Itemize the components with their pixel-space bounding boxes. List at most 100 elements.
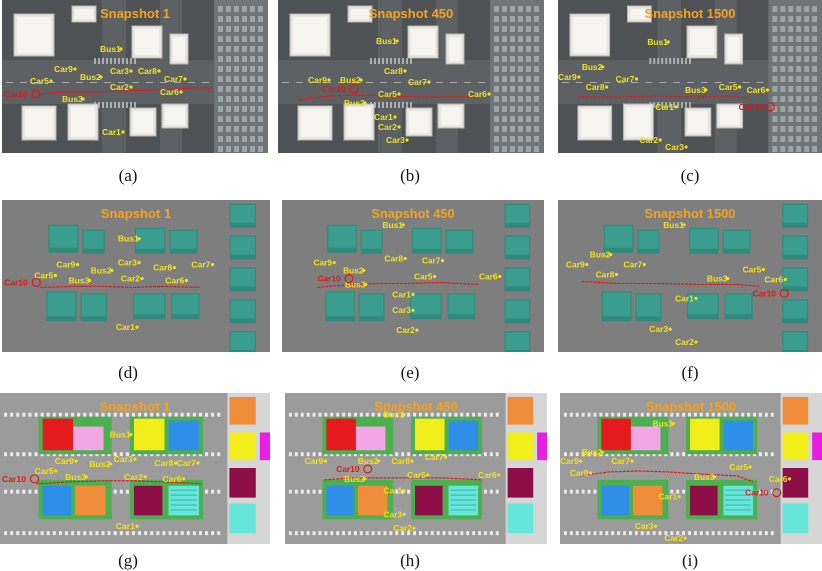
vehicle-label-car6: Car6	[160, 87, 179, 97]
ego-vehicle-label: Car10	[2, 474, 26, 484]
vehicle-marker	[53, 273, 58, 278]
vehicle-marker	[179, 90, 183, 94]
vehicle-marker	[75, 262, 80, 267]
vehicle-marker	[411, 308, 415, 312]
caption-e: (e)	[400, 363, 420, 382]
vehicle-label-car5: Car5	[407, 470, 426, 480]
vehicle-marker	[395, 39, 399, 43]
vehicle-label-car2: Car2	[675, 337, 694, 347]
panel-i: Snapshot 1500 Bus1 Bus2 Car9 Car7 Car8 Car5 Car…	[560, 393, 822, 544]
vehicle-marker	[694, 296, 698, 300]
vehicle-marker	[84, 475, 88, 479]
vehicle-marker	[143, 475, 147, 479]
vehicle-label-car8: Car8	[596, 269, 615, 279]
ego-vehicle-label: Car10	[739, 102, 763, 112]
vehicle-label-bus2: Bus2	[582, 62, 603, 72]
vehicle-marker	[173, 461, 178, 465]
vehicle-marker	[332, 260, 336, 265]
vehicle-marker	[426, 473, 430, 477]
vehicle-marker	[497, 473, 501, 477]
vehicle-label-car8: Car8	[154, 458, 173, 468]
vehicle-label-car8: Car8	[384, 66, 403, 76]
vehicle-marker	[54, 469, 58, 473]
ego-trajectory	[581, 280, 761, 288]
vehicle-label-car8: Car8	[391, 456, 410, 466]
vehicle-marker	[411, 292, 415, 296]
ego-vehicle-label: Car10	[4, 277, 28, 287]
vehicle-label-car8: Car8	[570, 468, 589, 478]
vehicle-marker	[109, 462, 113, 466]
vehicle-marker	[671, 422, 675, 426]
vehicle-label-car9: Car9	[314, 258, 333, 268]
vehicle-marker	[88, 278, 92, 283]
vehicle-label-bus1: Bus1	[100, 44, 121, 54]
panel-h: Snapshot 450 Bus1 Car9 Bus2 Car8 Car7 Bus3 Car5…	[285, 393, 547, 544]
vehicle-label-car8: Car8	[384, 254, 403, 264]
vehicle-label-car3: Car3	[635, 521, 654, 531]
vehicle-label-car9: Car9	[308, 75, 327, 85]
caption-i: (i)	[681, 551, 699, 570]
vehicle-label-car7: Car7	[422, 256, 441, 266]
vehicle-label-car9: Car9	[305, 456, 324, 466]
ego-vehicle-label: Car10	[745, 488, 769, 498]
vehicle-label-bus1: Bus1	[653, 419, 674, 429]
vehicle-marker	[577, 75, 581, 79]
vehicle-marker	[183, 77, 187, 81]
vehicle-label-bus3: Bus3	[344, 98, 365, 108]
scene-a: Snapshot 1 Bus1 Car9 Bus2 Car3 Car8 Car5 Car7 Ca…	[2, 0, 268, 153]
snapshot-title: Snapshot 450	[374, 399, 457, 414]
vehicle-marker	[684, 145, 688, 149]
vehicle-marker	[110, 268, 114, 273]
vehicle-label-bus2: Bus2	[80, 72, 101, 82]
vehicle-label-car2: Car2	[664, 533, 683, 543]
ego-vehicle-label: Car10	[4, 89, 28, 99]
vehicle-label-car2: Car2	[396, 325, 415, 335]
vehicle-label-bus1: Bus1	[382, 220, 403, 230]
vehicle-marker	[642, 262, 646, 267]
vehicle-marker	[402, 512, 406, 516]
panel-b: Snapshot 450 Bus1 Car9 Bus2 Car8 Car7 Bus3 Car5…	[278, 0, 544, 153]
vehicle-label-car6: Car6	[747, 85, 766, 95]
vehicle-marker	[677, 495, 681, 499]
vehicle-marker	[415, 328, 419, 332]
vehicle-label-car5: Car5	[719, 82, 738, 92]
vehicle-marker	[694, 340, 698, 344]
vehicle-label-car1: Car1	[116, 521, 135, 531]
vehicle-label-bus2: Bus2	[358, 456, 379, 466]
caption-a: (a)	[118, 166, 138, 185]
vehicle-marker	[99, 75, 103, 79]
ego-vehicle-label: Car10	[322, 84, 346, 94]
vehicle-marker	[363, 101, 367, 105]
vehicle-marker	[359, 78, 363, 82]
vehicle-label-car7: Car7	[624, 260, 643, 270]
panel-e: Snapshot 450 Bus1 Car9 Bus2 Car8 Car7 Bus3 Car5…	[282, 200, 544, 352]
vehicle-marker	[585, 262, 589, 267]
ego-vehicle-marker	[772, 488, 782, 498]
vehicle-marker	[487, 92, 491, 96]
vehicle-marker	[133, 457, 137, 461]
caption-c: (c)	[680, 166, 700, 185]
ego-trajectory	[317, 281, 480, 289]
ego-vehicle-label: Car10	[317, 273, 341, 283]
scene-b: Snapshot 450 Bus1 Car9 Bus2 Car8 Car7 Bus3 Car5…	[278, 0, 544, 153]
vehicle-label-car9: Car9	[55, 456, 74, 466]
vehicle-marker	[119, 47, 123, 51]
vehicle-marker	[364, 282, 368, 287]
ego-trajectory	[36, 480, 202, 485]
vehicle-marker	[634, 77, 638, 81]
vehicle-marker	[135, 325, 139, 329]
vehicle-marker	[121, 130, 125, 134]
vehicle-label-car2: Car2	[378, 122, 397, 132]
caption-d: (d)	[118, 363, 138, 382]
vehicle-label-car2: Car2	[639, 135, 658, 145]
vehicle-label-bus1: Bus1	[663, 220, 684, 230]
vehicle-label-car1: Car1	[383, 486, 402, 496]
vehicle-marker	[630, 459, 634, 463]
vehicle-label-bus2: Bus2	[340, 75, 361, 85]
vehicle-marker	[405, 138, 409, 142]
vehicle-label-car1: Car1	[658, 492, 677, 502]
vehicle-label-car3: Car3	[386, 135, 405, 145]
vehicle-marker	[440, 259, 445, 263]
